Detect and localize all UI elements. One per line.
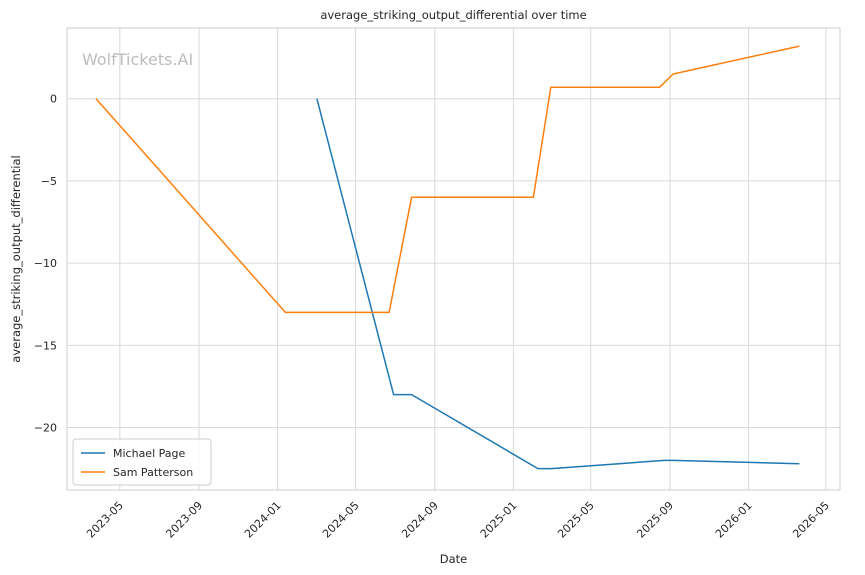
chart-title: average_striking_output_differential ove… (320, 8, 586, 22)
series-line-0 (316, 98, 800, 470)
series-lines (95, 45, 800, 470)
series-line-1 (95, 45, 800, 314)
y-tick-label: −5 (41, 175, 57, 188)
legend-label-1: Sam Patterson (113, 466, 193, 479)
watermark: WolfTickets.AI (82, 50, 193, 69)
legend: Michael Page Sam Patterson (72, 438, 212, 486)
y-tick-label: −20 (34, 422, 57, 435)
grid (67, 28, 840, 490)
y-tick-labels: 0 −5 −10 −15 −20 (34, 93, 57, 435)
y-tick-label: 0 (50, 93, 57, 106)
y-axis-label: average_striking_output_differential (9, 155, 23, 362)
legend-box (72, 438, 212, 486)
y-tick-label: −15 (34, 339, 57, 352)
legend-label-0: Michael Page (113, 447, 185, 460)
x-axis-label: Date (440, 552, 468, 566)
y-tick-label: −10 (34, 257, 57, 270)
plot-frame (66, 27, 841, 491)
